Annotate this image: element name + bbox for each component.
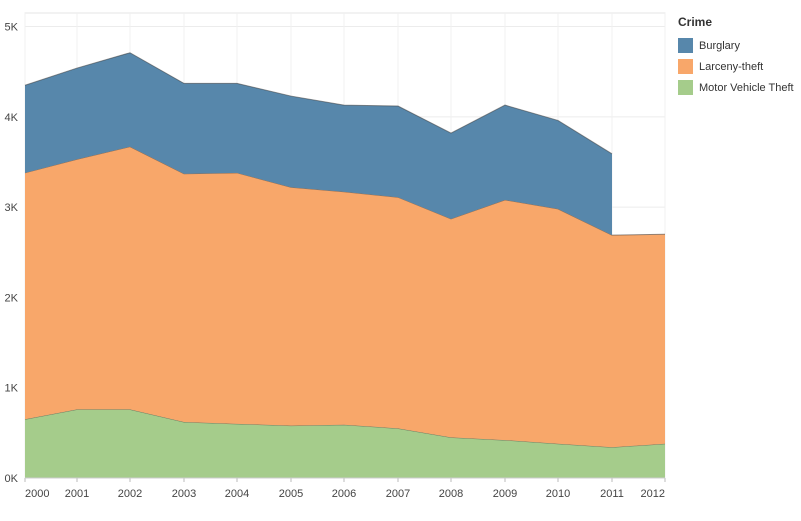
y-tick-label: 4K [5,112,19,124]
legend-label-motor-vehicle-theft: Motor Vehicle Theft [699,81,794,94]
area-motor-vehicle-theft[interactable] [25,409,665,478]
y-tick-label: 3K [5,202,19,214]
legend-item-motor-vehicle-theft[interactable]: Motor Vehicle Theft [678,77,794,98]
area-burglary[interactable] [25,52,612,236]
x-tick-label: 2002 [118,488,142,500]
y-tick-label: 0K [5,473,19,485]
x-tick-label: 2004 [225,488,249,500]
area-larceny-theft[interactable] [25,146,665,448]
x-tick-label: 2001 [65,488,89,500]
x-tick-label: 2005 [279,488,303,500]
legend-title: Crime [678,15,713,29]
legend-label-burglary: Burglary [699,39,740,52]
x-tick-label: 2007 [386,488,410,500]
legend-swatch-larceny-theft [678,59,693,74]
legend-label-larceny-theft: Larceny-theft [699,60,764,73]
x-tick-label: 2003 [172,488,196,500]
y-tick-label: 1K [5,383,19,395]
x-tick-label: 2010 [546,488,570,500]
x-tick-label: 2000 [25,488,49,500]
y-axis: 0K 1K 2K 3K 4K 5K [5,22,19,485]
area-edge-burglary [24,52,613,155]
x-tick-label: 2009 [493,488,517,500]
y-tick-label: 2K [5,292,19,304]
legend-item-burglary[interactable]: Burglary [678,35,794,56]
legend: Crime Burglary Larceny-theft Motor Vehic… [678,15,794,98]
x-tick-label: 2012 [641,488,665,500]
stacked-areas [24,52,666,478]
legend-swatch-burglary [678,38,693,53]
legend-item-larceny-theft[interactable]: Larceny-theft [678,56,794,77]
y-tick-label: 5K [5,22,19,34]
x-tick-label: 2006 [332,488,356,500]
x-axis: 2000 2001 2002 2003 2004 2005 2006 2007 2008 2009… [24,477,666,500]
x-tick-label: 2008 [439,488,463,500]
legend-swatch-motor-vehicle-theft [678,80,693,95]
x-tick-label: 2011 [600,488,624,500]
